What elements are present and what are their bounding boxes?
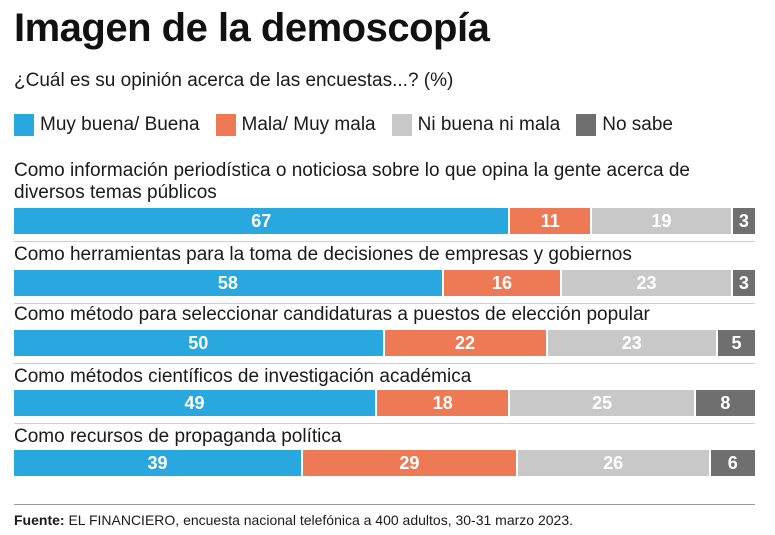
- legend-label-ni-buena: Ni buena ni mala: [417, 114, 561, 135]
- row-label: Como herramientas para la toma de decisi…: [14, 244, 632, 265]
- bar-value-label: 19: [651, 210, 672, 231]
- legend-label-mala: Mala/ Muy mala: [241, 114, 376, 135]
- bar-value-label: 29: [399, 452, 420, 473]
- bar-segment: 50: [14, 330, 385, 356]
- bar-segment: 8: [695, 390, 755, 416]
- bar-segment: 58: [14, 270, 444, 296]
- bar-segment: 67: [14, 208, 511, 234]
- bar-segment: 11: [510, 208, 592, 234]
- legend-item-ni-buena: Ni buena ni mala: [391, 114, 561, 136]
- bar-segment: 23: [562, 270, 733, 296]
- bar-row: 50 22 23 5: [14, 330, 755, 356]
- bar-segment: 3: [732, 208, 755, 234]
- bar-row: 49 18 25 8: [14, 390, 755, 416]
- bar-value-label: 8: [720, 392, 731, 413]
- bar-segment: 3: [732, 270, 755, 296]
- bar-value-label: 11: [540, 210, 560, 231]
- legend-label-muy-buena: Muy buena/ Buena: [40, 114, 200, 135]
- bar-row: 39 29 26 6: [14, 450, 755, 476]
- row-label: Como método para seleccionar candidatura…: [14, 304, 650, 325]
- legend-swatch-mala: [215, 114, 236, 136]
- bar-value-label: 23: [621, 332, 642, 353]
- bar-segment: 25: [510, 390, 696, 416]
- chart-title: Imagen de la demoscopía: [14, 6, 490, 50]
- bar-value-label: 49: [184, 392, 205, 413]
- bar-value-label: 3: [738, 272, 749, 293]
- bar-value-label: 23: [636, 272, 657, 293]
- legend: Muy buena/ Buena Mala/ Muy mala Ni buena…: [14, 114, 689, 136]
- bar-segment: 29: [302, 450, 518, 476]
- row-separator: [14, 423, 755, 424]
- row-separator: [14, 241, 755, 242]
- bar-row: 67 11 19 3: [14, 208, 755, 234]
- bar-segment: 49: [14, 390, 378, 416]
- bar-segment: 18: [377, 390, 511, 416]
- bar-row: 58 16 23 3: [14, 270, 755, 296]
- legend-swatch-no-sabe: [576, 114, 597, 136]
- bar-value-label: 26: [603, 452, 624, 473]
- bar-value-label: 50: [188, 332, 209, 353]
- bar-value-label: 16: [492, 272, 513, 293]
- bar-value-label: 67: [251, 210, 272, 231]
- bar-segment: 19: [591, 208, 733, 234]
- row-separator: [14, 303, 755, 304]
- bar-segment: 5: [717, 330, 755, 356]
- bar-segment: 39: [14, 450, 303, 476]
- bar-segment: 26: [517, 450, 711, 476]
- bar-segment: 23: [547, 330, 718, 356]
- bar-segment: 22: [384, 330, 548, 356]
- source-note: Fuente: EL FINANCIERO, encuesta nacional…: [14, 512, 573, 528]
- bar-value-label: 6: [727, 452, 738, 473]
- row-label: Como recursos de propaganda política: [14, 426, 342, 447]
- row-label: Como información periodística o noticios…: [14, 160, 690, 203]
- bar-segment: 6: [710, 450, 755, 476]
- bar-value-label: 22: [454, 332, 476, 353]
- bar-value-label: 3: [738, 210, 749, 231]
- legend-item-muy-buena: Muy buena/ Buena: [14, 114, 200, 136]
- chart-subtitle: ¿Cuál es su opinión acerca de las encues…: [14, 70, 454, 91]
- legend-item-mala: Mala/ Muy mala: [215, 114, 376, 136]
- bar-value-label: 18: [432, 392, 453, 413]
- source-label: Fuente:: [14, 512, 65, 528]
- bar-value-label: 39: [147, 452, 168, 473]
- legend-item-no-sabe: No sabe: [576, 114, 673, 136]
- row-label: Como métodos científicos de investigació…: [14, 366, 472, 387]
- bar-value-label: 58: [217, 272, 238, 293]
- row-separator: [14, 363, 755, 364]
- source-text: EL FINANCIERO, encuesta nacional telefón…: [68, 512, 573, 528]
- legend-swatch-ni-buena: [391, 114, 412, 136]
- footer-divider: [14, 504, 755, 505]
- bar-value-label: 5: [731, 332, 742, 353]
- legend-label-no-sabe: No sabe: [602, 114, 673, 135]
- legend-swatch-muy-buena: [14, 114, 34, 136]
- bar-segment: 16: [443, 270, 563, 296]
- bar-value-label: 25: [592, 392, 613, 413]
